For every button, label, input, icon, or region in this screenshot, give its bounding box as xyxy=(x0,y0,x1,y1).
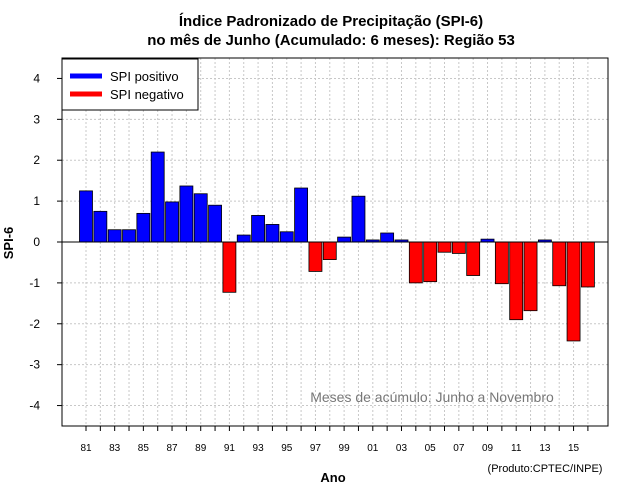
bar-2014 xyxy=(552,241,567,287)
y-axis-title: SPI-6 xyxy=(1,227,16,260)
bar-1985 xyxy=(136,212,151,243)
x-tick-label: 89 xyxy=(195,443,207,454)
legend-box xyxy=(61,58,199,111)
x-tick-label: 05 xyxy=(425,443,437,454)
bar-1997 xyxy=(308,241,323,272)
x-tick-label: 09 xyxy=(482,443,494,454)
bar-2007 xyxy=(451,241,466,254)
y-tick-label: -2 xyxy=(29,317,40,331)
bar-1992 xyxy=(236,234,251,243)
bar-1995 xyxy=(279,231,294,243)
bar-2000 xyxy=(351,195,366,243)
bar-1991 xyxy=(222,241,237,293)
y-tick-label: 0 xyxy=(33,235,40,249)
bar-2002 xyxy=(380,232,395,243)
bar-1984 xyxy=(122,229,136,243)
chart-title-line2: no mês de Junho (Acumulado: 6 meses): Re… xyxy=(147,32,515,49)
x-tick-label: 97 xyxy=(310,443,322,454)
legend: SPI positivo SPI negativo xyxy=(61,58,199,111)
x-tick-label: 15 xyxy=(568,443,580,454)
x-tick-label: 81 xyxy=(80,443,92,454)
chart-title-line1: Índice Padronizado de Precipitação (SPI-… xyxy=(179,13,483,30)
bar-2015 xyxy=(566,241,581,342)
bar-1998 xyxy=(322,241,337,260)
x-tick-label: 11 xyxy=(511,443,522,454)
bar-1996 xyxy=(294,187,309,243)
accumulation-note: Meses de acúmulo: Junho a Novembro xyxy=(310,389,554,405)
bar-1989 xyxy=(193,193,208,243)
bar-2006 xyxy=(437,241,452,253)
bar-2004 xyxy=(408,241,423,284)
x-tick-label: 91 xyxy=(224,443,236,454)
x-tick-label: 13 xyxy=(539,443,551,454)
bar-2016 xyxy=(581,241,595,288)
x-axis: 81 83 85 87 89 91 93 95 97 99 01 03 05 07 09 11 13 15 xyxy=(80,426,589,454)
x-tick-label: 83 xyxy=(109,443,121,454)
x-tick-label: 07 xyxy=(453,443,465,454)
bar-1986 xyxy=(150,151,165,243)
x-tick-label: 99 xyxy=(339,443,351,454)
legend-positive-label: SPI positivo xyxy=(110,69,179,84)
y-tick-label: -4 xyxy=(29,399,40,413)
bars xyxy=(79,151,595,342)
y-tick-label: -3 xyxy=(29,358,40,372)
bar-2010 xyxy=(494,241,509,285)
bar-1994 xyxy=(265,224,280,243)
bar-1993 xyxy=(251,215,265,243)
y-tick-label: 1 xyxy=(33,194,40,208)
legend-negative-label: SPI negativo xyxy=(110,87,184,102)
x-tick-label: 85 xyxy=(138,443,150,454)
product-credit: (Produto:CPTEC/INPE) xyxy=(488,463,603,475)
bar-1987 xyxy=(165,201,179,243)
bar-2012 xyxy=(523,241,538,312)
bar-1990 xyxy=(208,204,222,243)
x-tick-label: 01 xyxy=(367,443,379,454)
y-tick-label: 4 xyxy=(33,71,40,85)
bar-1982 xyxy=(93,210,108,243)
x-tick-label: 87 xyxy=(166,443,178,454)
bar-2011 xyxy=(509,241,524,321)
x-tick-label: 03 xyxy=(396,443,408,454)
bar-1988 xyxy=(179,185,194,243)
bar-2005 xyxy=(423,241,438,283)
x-tick-label: 95 xyxy=(281,443,293,454)
y-tick-label: 3 xyxy=(33,112,40,126)
bar-1999 xyxy=(337,236,352,243)
bar-1983 xyxy=(107,229,122,243)
bar-2008 xyxy=(466,241,481,276)
x-tick-label: 93 xyxy=(253,443,265,454)
y-axis: -4 -3 -2 -1 0 1 2 3 4 xyxy=(29,71,62,413)
y-tick-label: 2 xyxy=(33,153,40,167)
bar-1981 xyxy=(79,190,93,243)
x-axis-title: Ano xyxy=(320,470,345,485)
y-tick-label: -1 xyxy=(29,276,40,290)
